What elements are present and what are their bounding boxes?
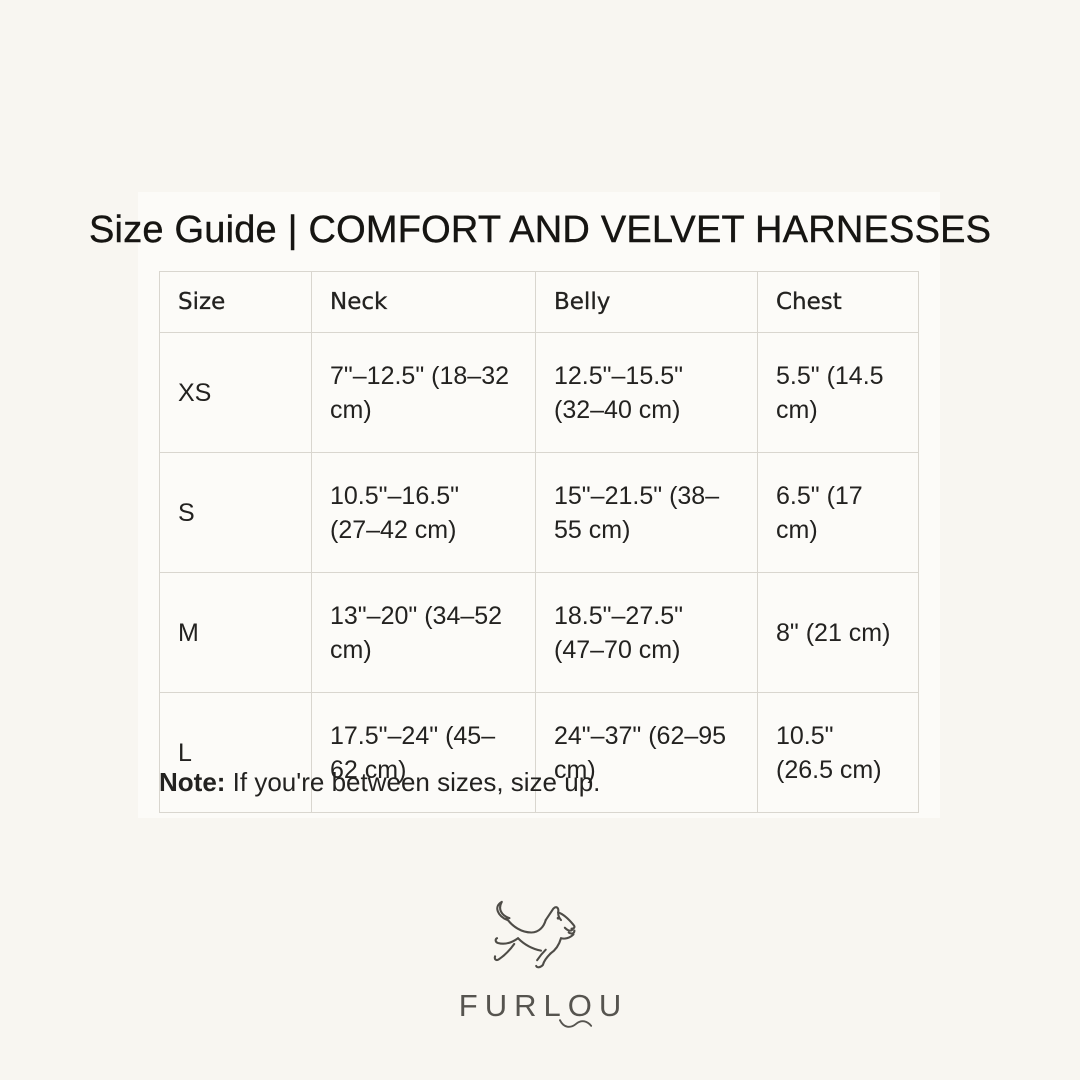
sizing-note: Note: If you're between sizes, size up. [159, 767, 600, 798]
column-header-size: Size [159, 271, 312, 333]
table-row-m: M 13"–20" (34–52 cm) 18.5"–27.5" (47–70 … [159, 572, 919, 693]
size-guide-table: Size Neck Belly Chest XS 7"–12.5" (18–32… [159, 271, 919, 813]
table-row-l: L 17.5"–24" (45–62 cm) 24"–37" (62–95 cm… [159, 692, 919, 813]
cell-neck: 13"–20" (34–52 cm) [311, 572, 536, 693]
wordmark-tail-squiggle-icon [559, 1019, 593, 1028]
cell-chest: 10.5" (26.5 cm) [757, 692, 919, 813]
cell-neck: 7"–12.5" (18–32 cm) [311, 332, 536, 453]
cell-chest: 5.5" (14.5 cm) [757, 332, 919, 453]
brand-wordmark: FURLOU [458, 988, 629, 1023]
note-text: If you're between sizes, size up. [232, 767, 601, 797]
page-title: Size Guide | COMFORT AND VELVET HARNESSE… [89, 209, 992, 251]
table-header-row: Size Neck Belly Chest [159, 271, 919, 333]
cell-size: L [159, 692, 312, 813]
table-row-xs: XS 7"–12.5" (18–32 cm) 12.5"–15.5" (32–4… [159, 332, 919, 453]
cell-neck: 10.5"–16.5" (27–42 cm) [311, 452, 536, 573]
cell-belly: 15"–21.5" (38–55 cm) [535, 452, 758, 573]
cell-size: S [159, 452, 312, 573]
cell-size: M [159, 572, 312, 693]
jumping-dog-icon [493, 900, 576, 969]
cell-belly: 12.5"–15.5" (32–40 cm) [535, 332, 758, 453]
cell-belly: 24"–37" (62–95 cm) [535, 692, 758, 813]
cell-size: XS [159, 332, 312, 453]
column-header-neck: Neck [311, 271, 536, 333]
brand-logo: FURLOU [0, 900, 1080, 1028]
column-header-belly: Belly [535, 271, 758, 333]
cell-belly: 18.5"–27.5" (47–70 cm) [535, 572, 758, 693]
cell-chest: 6.5" (17 cm) [757, 452, 919, 573]
cell-chest: 8" (21 cm) [757, 572, 919, 693]
column-header-chest: Chest [757, 271, 919, 333]
cell-neck: 17.5"–24" (45–62 cm) [311, 692, 536, 813]
brand-wordmark-wrap: FURLOU [459, 988, 621, 1028]
table-row-s: S 10.5"–16.5" (27–42 cm) 15"–21.5" (38–5… [159, 452, 919, 573]
note-label: Note: [159, 767, 226, 797]
